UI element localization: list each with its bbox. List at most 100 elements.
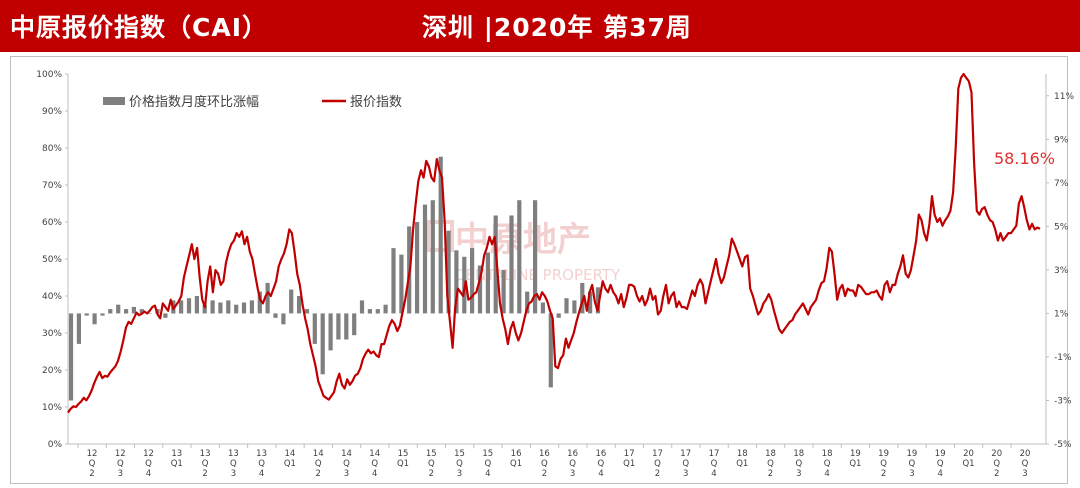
y-right-tick-label: -3%: [1054, 396, 1072, 406]
x-tick-label: Q: [484, 459, 491, 469]
legend-line-label: 报价指数: [350, 95, 402, 110]
x-tick-label: 2: [994, 469, 999, 479]
y-left-tick-label: 80%: [42, 144, 62, 154]
x-tick-label: Q: [993, 459, 1000, 469]
bar: [328, 313, 333, 351]
x-tick-label: Q: [767, 459, 774, 469]
x-tick-label: 3: [683, 469, 688, 479]
bar: [139, 309, 144, 314]
x-tick-label: 15: [454, 449, 465, 459]
bar: [124, 309, 129, 314]
x-tick-label: 15: [426, 449, 437, 459]
bar: [304, 309, 310, 314]
x-tick-label: Q: [711, 459, 718, 469]
x-tick-label: 3: [231, 469, 236, 479]
bar: [493, 215, 498, 314]
y-right-tick-label: 1%: [1054, 309, 1069, 319]
x-tick-label: Q1: [962, 459, 974, 469]
y-left-tick-label: 70%: [42, 181, 62, 191]
x-tick-label: 17: [680, 449, 691, 459]
bar: [438, 156, 443, 314]
y-axis-left: 0% 10% 20% 30% 40% 50% 60% 70% 80% 90% 100%: [36, 70, 68, 450]
x-tick-label: 14: [313, 449, 324, 459]
y-right-tick-label: 7%: [1054, 179, 1069, 189]
legend-bar-label: 价格指数月度环比涨幅: [129, 94, 259, 110]
bar: [470, 248, 475, 314]
bar: [572, 300, 577, 314]
x-tick-label: Q: [824, 459, 831, 469]
bar: [320, 313, 325, 375]
cai-index-line: [67, 72, 1041, 414]
bar: [525, 291, 530, 314]
x-tick-label: 17: [652, 449, 663, 459]
bar: [548, 313, 553, 388]
x-tick-label: Q: [117, 459, 124, 469]
x-tick-label: 17: [709, 449, 720, 459]
x-tick-label: 4: [824, 469, 829, 479]
bar: [186, 298, 192, 314]
bar: [477, 265, 483, 314]
y-left-tick-label: 50%: [42, 255, 62, 265]
y-left-tick-label: 0%: [48, 440, 63, 450]
x-tick-label: Q1: [623, 459, 635, 469]
bar: [383, 304, 388, 314]
x-tick-label: 13: [200, 449, 211, 459]
bar: [399, 254, 404, 314]
y-right-tick-label: -5%: [1054, 440, 1072, 450]
legend-bar-swatch: [103, 97, 125, 105]
x-tick-label: 2: [429, 469, 434, 479]
x-tick-label: 20: [1020, 449, 1031, 459]
x-tick-label: 4: [937, 469, 942, 479]
x-tick-label: 19: [850, 449, 861, 459]
x-tick-label: 2: [315, 469, 320, 479]
x-tick-label: 18: [737, 449, 748, 459]
x-tick-label: 16: [539, 449, 550, 459]
x-tick-label: 19: [935, 449, 946, 459]
y-left-tick-label: 20%: [42, 366, 62, 376]
bar-series: [68, 156, 601, 401]
x-tick-label: 19: [878, 449, 889, 459]
x-tick-label: 2: [768, 469, 773, 479]
bar: [84, 313, 89, 316]
bar: [289, 289, 294, 314]
bar: [202, 304, 207, 314]
bar: [273, 313, 278, 318]
bar: [241, 302, 247, 314]
x-tick-label: 18: [793, 449, 804, 459]
y-right-tick-label: 11%: [1054, 92, 1074, 102]
bar: [422, 204, 428, 314]
x-tick-label: 4: [372, 469, 377, 479]
x-tick-label: 3: [570, 469, 575, 479]
bar: [588, 291, 593, 314]
report-title: 中原报价指数（CAI）: [10, 13, 268, 42]
x-tick-label: 4: [485, 469, 490, 479]
x-tick-label: Q1: [736, 459, 748, 469]
x-tick-label: 12: [143, 449, 154, 459]
x-tick-label: 13: [256, 449, 267, 459]
x-tick-label: Q: [909, 459, 916, 469]
y-right-tick-label: 9%: [1054, 135, 1069, 145]
bar: [454, 250, 459, 314]
bar: [218, 302, 223, 314]
bar: [485, 252, 490, 314]
x-tick-label: 16: [595, 449, 606, 459]
x-tick-label: 3: [344, 469, 349, 479]
x-tick-label: 2: [202, 469, 207, 479]
y-left-tick-label: 40%: [42, 292, 62, 302]
bar: [210, 300, 215, 314]
bar: [116, 304, 121, 314]
bar: [359, 300, 365, 314]
x-tick-label: Q: [371, 459, 378, 469]
x-tick-label: Q: [202, 459, 209, 469]
x-tick-label: 4: [259, 469, 264, 479]
bar: [540, 302, 545, 314]
y-left-tick-label: 90%: [42, 107, 62, 117]
bar: [430, 200, 435, 314]
report-period: 深圳 |2020年 第37周: [422, 13, 692, 42]
x-tick-label: Q: [258, 459, 265, 469]
x-tick-label: 3: [118, 469, 123, 479]
x-tick-label: 15: [398, 449, 409, 459]
x-tick-label: 4: [711, 469, 716, 479]
y-left-tick-label: 60%: [42, 218, 62, 228]
